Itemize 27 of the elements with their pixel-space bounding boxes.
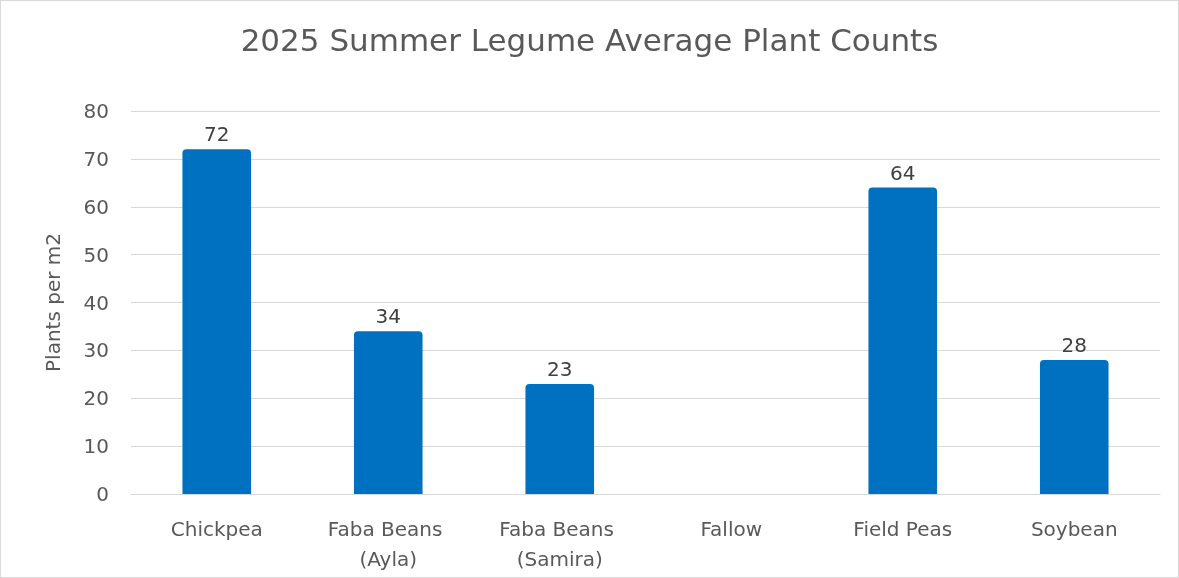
data-label: 34 [375, 304, 401, 329]
x-tick-label: Fallow [700, 517, 763, 541]
y-axis-title: Plants per m2 [41, 233, 65, 372]
bar [868, 187, 938, 494]
y-tick-label: 20 [83, 386, 109, 411]
x-tick-label: Faba Beans (Samira) [499, 517, 621, 571]
y-tick-label: 60 [83, 194, 109, 219]
data-label: 23 [547, 356, 573, 381]
y-tick-label: 80 [83, 99, 109, 123]
y-tick-label: 0 [96, 482, 109, 506]
x-tick-label: Field Peas [853, 517, 953, 541]
y-tick-label: 30 [83, 338, 109, 363]
y-tick-label: 10 [83, 434, 109, 459]
chart-title: 2025 Summer Legume Average Plant Counts [240, 21, 939, 58]
y-tick-label: 50 [83, 242, 109, 267]
bar [525, 383, 595, 494]
x-tick-label: Faba Beans (Ayla) [327, 517, 449, 571]
bar [1039, 359, 1109, 494]
data-label: 64 [890, 160, 916, 185]
y-tick-label: 70 [83, 146, 109, 171]
bar [182, 149, 252, 494]
bar [353, 331, 423, 494]
data-label: 28 [1061, 332, 1087, 357]
y-tick-label: 40 [83, 290, 109, 315]
x-tick-label: Chickpea [170, 517, 263, 541]
data-label: 72 [204, 122, 230, 147]
x-tick-label: Soybean [1030, 517, 1118, 541]
